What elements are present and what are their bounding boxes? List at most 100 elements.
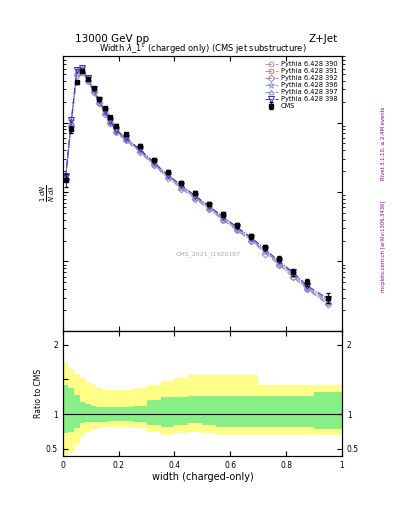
Pythia 6.428 396 [179,183,184,189]
Pythia 6.428 397 [235,225,240,231]
Pythia 6.428 392 [305,286,309,292]
Pythia 6.428 392 [91,89,96,95]
Pythia 6.428 397 [326,298,331,304]
Pythia 6.428 390 [97,99,101,105]
Pythia 6.428 390 [165,173,170,179]
Pythia 6.428 398 [103,108,107,114]
Pythia 6.428 391 [114,129,118,135]
Pythia 6.428 397 [207,204,212,210]
Pythia 6.428 396 [193,193,198,199]
Pythia 6.428 396 [291,270,296,276]
Pythia 6.428 398 [193,193,198,199]
Pythia 6.428 391 [63,175,68,181]
Pythia 6.428 397 [91,87,96,93]
Pythia 6.428 391 [179,185,184,191]
Pythia 6.428 390 [108,119,113,125]
Pythia 6.428 398 [179,182,184,188]
Pythia 6.428 396 [108,118,113,124]
Text: Z+Jet: Z+Jet [309,33,338,44]
Pythia 6.428 390 [91,88,96,94]
Pythia 6.428 392 [179,185,184,191]
Pythia 6.428 396 [103,109,107,115]
Pythia 6.428 397 [69,119,73,125]
Pythia 6.428 397 [291,271,296,278]
Pythia 6.428 392 [249,238,253,244]
Pythia 6.428 390 [326,299,331,305]
Pythia 6.428 392 [80,69,85,75]
Pythia 6.428 396 [123,135,128,141]
Pythia 6.428 391 [151,162,156,168]
Pythia 6.428 390 [193,195,198,201]
Pythia 6.428 397 [86,76,90,82]
Pythia 6.428 397 [305,285,309,291]
Pythia 6.428 391 [75,71,79,77]
Pythia 6.428 397 [103,109,107,115]
Pythia 6.428 397 [179,183,184,189]
Pythia 6.428 398 [63,173,68,179]
Pythia 6.428 390 [69,121,73,127]
Pythia 6.428 391 [91,89,96,95]
Pythia 6.428 397 [97,98,101,104]
Pythia 6.428 390 [277,260,281,266]
Pythia 6.428 390 [63,175,68,181]
Pythia 6.428 390 [179,184,184,190]
Pythia 6.428 397 [137,147,142,153]
Pythia 6.428 392 [193,196,198,202]
Pythia 6.428 397 [108,119,113,125]
Pythia 6.428 396 [221,215,226,221]
Line: Pythia 6.428 396: Pythia 6.428 396 [62,65,331,303]
Pythia 6.428 392 [277,262,281,268]
Pythia 6.428 396 [114,127,118,133]
Pythia 6.428 396 [165,172,170,178]
Pythia 6.428 390 [137,147,142,154]
Pythia 6.428 397 [165,173,170,179]
Pythia 6.428 398 [91,87,96,93]
Pythia 6.428 392 [137,148,142,155]
Pythia 6.428 391 [193,195,198,201]
Pythia 6.428 398 [291,269,296,275]
Text: CMS_2021_I1920187: CMS_2021_I1920187 [176,251,241,257]
Pythia 6.428 398 [75,67,79,73]
Pythia 6.428 390 [263,248,268,254]
Pythia 6.428 392 [86,78,90,84]
Pythia 6.428 397 [80,66,85,72]
Pythia 6.428 390 [207,205,212,211]
Pythia 6.428 390 [123,136,128,142]
Pythia 6.428 390 [75,70,79,76]
Pythia 6.428 392 [63,176,68,182]
X-axis label: width (charged-only): width (charged-only) [152,472,253,482]
Pythia 6.428 398 [108,118,113,124]
Pythia 6.428 391 [277,262,281,268]
Pythia 6.428 396 [326,297,331,303]
Pythia 6.428 390 [80,67,85,73]
Pythia 6.428 392 [103,111,107,117]
Pythia 6.428 397 [193,194,198,200]
Pythia 6.428 392 [75,72,79,78]
Pythia 6.428 392 [221,217,226,223]
Pythia 6.428 397 [63,174,68,180]
Pythia 6.428 391 [86,78,90,84]
Pythia 6.428 391 [326,300,331,306]
Pythia 6.428 390 [151,161,156,167]
Pythia 6.428 391 [80,68,85,74]
Pythia 6.428 391 [123,137,128,143]
Pythia 6.428 390 [305,285,309,291]
Pythia 6.428 396 [63,173,68,179]
Pythia 6.428 390 [103,110,107,116]
Pythia 6.428 396 [86,75,90,81]
Pythia 6.428 391 [165,174,170,180]
Pythia 6.428 398 [207,203,212,209]
Text: 13000 GeV pp: 13000 GeV pp [75,33,149,44]
Pythia 6.428 396 [91,87,96,93]
Pythia 6.428 398 [86,75,90,81]
Pythia 6.428 397 [277,260,281,266]
Pythia 6.428 397 [114,127,118,134]
Legend: Pythia 6.428 390, Pythia 6.428 391, Pythia 6.428 392, Pythia 6.428 396, Pythia 6: Pythia 6.428 390, Pythia 6.428 391, Pyth… [263,60,339,110]
Pythia 6.428 391 [291,274,296,280]
Pythia 6.428 396 [97,97,101,103]
Pythia 6.428 396 [69,118,73,124]
Pythia 6.428 397 [221,215,226,221]
Line: Pythia 6.428 397: Pythia 6.428 397 [63,67,331,303]
Pythia 6.428 391 [221,217,226,223]
Pythia 6.428 396 [151,159,156,165]
